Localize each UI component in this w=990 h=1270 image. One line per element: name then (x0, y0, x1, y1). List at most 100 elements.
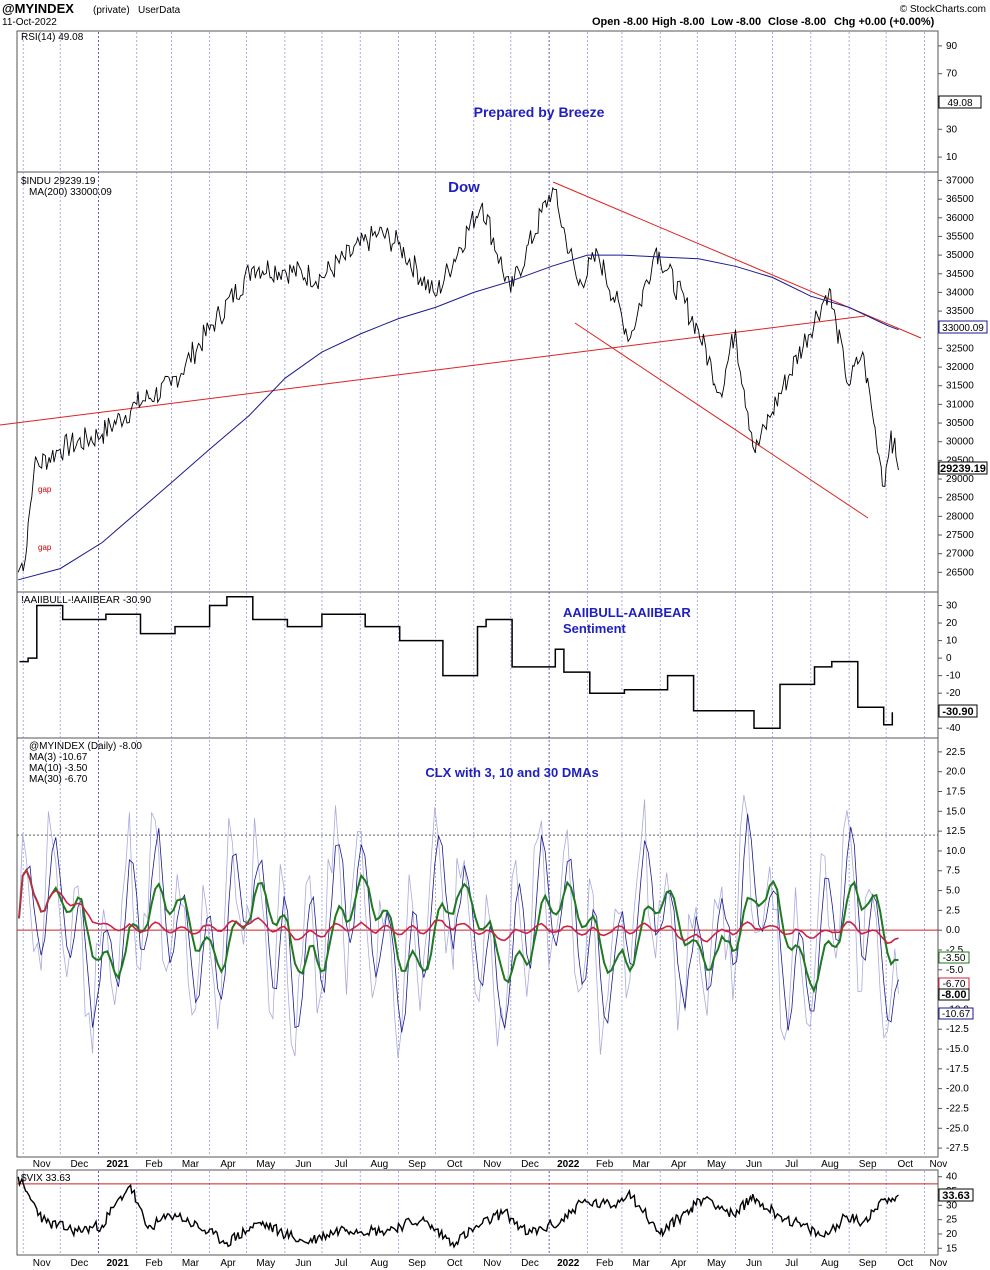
month-tick-label: Aug (821, 1258, 839, 1269)
sentiment-last-badge: -30.90 (938, 704, 978, 718)
ohlc-close: Close -8.00 (768, 16, 826, 28)
ma200-last-badge: 33000.09 (938, 320, 988, 334)
chart-source: UserData (138, 5, 181, 16)
y-tick-label: 33500 (946, 306, 974, 317)
rsi-annotation: Prepared by Breeze (474, 104, 605, 120)
y-tick-label: 34000 (946, 287, 974, 298)
price-last-badge: 29239.19 (938, 461, 988, 475)
y-tick-label: 40 (946, 1172, 958, 1183)
y-tick-label: 30 (946, 1200, 958, 1211)
ma200-line (18, 254, 899, 581)
rsi-last-value: 49.08 (947, 98, 972, 109)
month-gridlines (22, 32, 925, 1254)
ma200-last-value: 33000.09 (942, 323, 984, 334)
clx-axis: -27.5-25.0-22.5-20.0-17.5-15.0-12.5-10.0… (938, 747, 969, 1154)
main-frame (16, 30, 939, 1158)
month-tick-label: Feb (145, 1159, 163, 1170)
month-tick-label: Mar (632, 1159, 650, 1170)
vix-legend: $VIX 33.63 (21, 1173, 71, 1184)
y-tick-label: -25.0 (946, 1123, 969, 1134)
sentiment-annotation-line2: Sentiment (563, 621, 627, 636)
month-tick-label: Apr (220, 1159, 236, 1170)
ma10-last-value: -3.50 (943, 953, 966, 964)
clx-last-badges: -3.50 -6.70 -8.00 -10.67 (938, 951, 974, 1020)
month-tick-label: Nov (483, 1258, 501, 1269)
y-tick-label: -20 (946, 688, 961, 699)
y-tick-label: 0 (946, 653, 952, 664)
vix-plot (17, 1176, 938, 1249)
month-tick-label: Feb (596, 1258, 614, 1269)
trend-line (552, 181, 922, 339)
month-tick-label: Nov (33, 1258, 51, 1269)
gap-label-upper: gap (38, 485, 52, 494)
brand-label: © StockCharts.com (900, 4, 986, 15)
clx-raw-line (18, 794, 899, 1059)
y-tick-label: 31000 (946, 399, 974, 410)
y-tick-label: -27.5 (946, 1143, 969, 1154)
y-tick-label: 29000 (946, 474, 974, 485)
vix-last-value: 33.63 (942, 1190, 970, 1202)
y-tick-label: 20 (946, 1229, 958, 1240)
chart-symbol: @MYINDEX (2, 1, 74, 16)
month-tick-label: Aug (370, 1159, 388, 1170)
month-tick-label: Mar (182, 1258, 200, 1269)
month-tick-label: 2022 (557, 1159, 580, 1170)
y-tick-label: 30 (946, 601, 958, 612)
sentiment-last-box (938, 704, 978, 718)
y-tick-label: 90 (946, 41, 958, 52)
month-tick-label: Jul (785, 1258, 798, 1269)
month-tick-label: Nov (930, 1159, 948, 1170)
trend-line (574, 322, 869, 519)
clx-ma30-line (18, 868, 899, 945)
month-tick-label: Nov (33, 1159, 51, 1170)
month-tick-label: Dec (70, 1258, 88, 1269)
rsi-last-badge: 49.08 (938, 95, 982, 109)
y-tick-label: 37000 (946, 175, 974, 186)
y-tick-label: 30500 (946, 418, 974, 429)
y-tick-label: 5.0 (946, 886, 960, 897)
vix-month-axis: Nov Dec 2021 Feb Mar Apr May Jun Jul Aug Sep Oct Nov… (33, 1258, 948, 1269)
y-tick-label: 35500 (946, 231, 974, 242)
y-tick-label: -5.0 (946, 965, 964, 976)
ohlc-low: Low -8.00 (711, 16, 761, 28)
y-tick-label: -17.5 (946, 1064, 969, 1075)
y-tick-label: 20 (946, 618, 958, 629)
month-tick-label: Feb (145, 1258, 163, 1269)
y-tick-label: 12.5 (946, 826, 966, 837)
y-tick-label: 34500 (946, 269, 974, 280)
ma3-last-value: -10.67 (942, 1009, 971, 1020)
month-tick-label: Oct (447, 1159, 463, 1170)
month-tick-label: Apr (671, 1159, 687, 1170)
y-tick-label: 10 (946, 152, 958, 163)
y-tick-label: -10 (946, 671, 961, 682)
y-tick-label: 28000 (946, 511, 974, 522)
y-tick-label: 35000 (946, 250, 974, 261)
ohlc-open: Open -8.00 (592, 16, 648, 28)
month-tick-label: Nov (930, 1258, 948, 1269)
y-tick-label: -20.0 (946, 1084, 969, 1095)
ma200-legend: MA(200) 33000.09 (29, 187, 112, 198)
y-tick-label: 2.5 (946, 905, 960, 916)
ma30-last-value: -6.70 (943, 979, 966, 990)
month-tick-label: Apr (671, 1258, 687, 1269)
chart-access: (private) (93, 5, 130, 16)
month-tick-label: Apr (220, 1258, 236, 1269)
sentiment-annotation-line1: AAIIBULL-AAIIBEAR (563, 605, 691, 620)
month-tick-label: Dec (521, 1159, 539, 1170)
y-tick-label: 15 (946, 1243, 958, 1254)
clx-legend-ma10: MA(10) -3.50 (29, 763, 88, 774)
y-tick-label: 27500 (946, 530, 974, 541)
gap-label-lower: gap (38, 543, 52, 552)
month-axis: Nov Dec 2021 Feb Mar Apr May Jun Jul Aug Sep Oct Nov… (33, 1159, 948, 1170)
month-tick-label: Jun (295, 1258, 311, 1269)
price-last-value: 29239.19 (940, 463, 986, 475)
y-tick-label: 17.5 (946, 787, 966, 798)
y-tick-label: -12.5 (946, 1024, 969, 1035)
vix-frame (16, 1169, 939, 1256)
vix-line (17, 1176, 899, 1249)
y-tick-label: 10 (946, 636, 958, 647)
clx-plot (17, 794, 938, 1059)
rsi-legend: RSI(14) 49.08 (21, 32, 84, 43)
clx-ma10-line (18, 868, 899, 994)
